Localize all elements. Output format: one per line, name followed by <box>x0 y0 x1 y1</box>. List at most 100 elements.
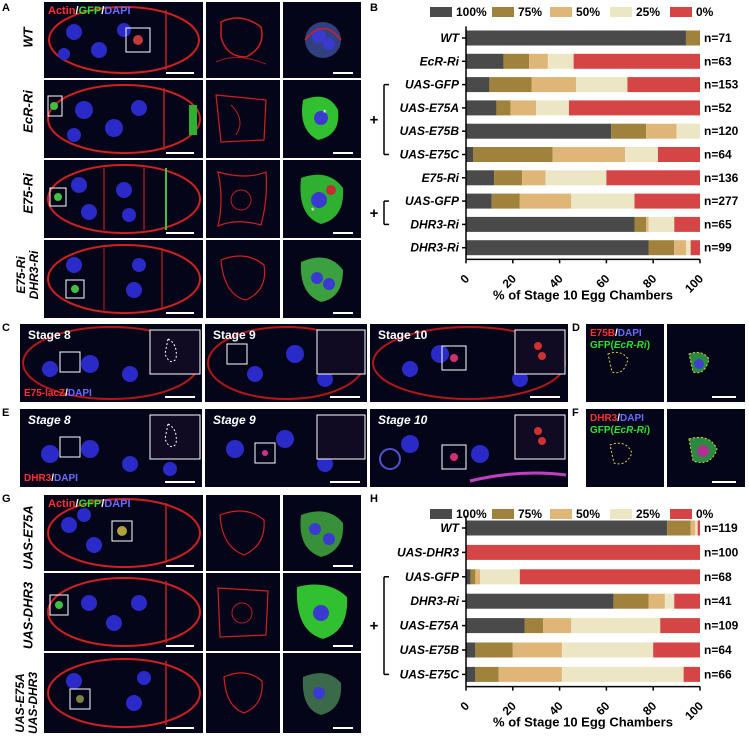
bar-segment <box>648 240 675 256</box>
legend-swatch <box>430 7 452 17</box>
micrograph-f-right <box>667 409 745 487</box>
scale-bar <box>166 727 194 729</box>
micrograph-e-stage9: Stage 9 <box>205 409 367 487</box>
stain-legend-g: Actin/GFP/DAPI <box>48 498 131 510</box>
legend-swatch <box>492 7 514 17</box>
bar-segment <box>690 520 696 536</box>
bar-segment <box>496 100 511 116</box>
n-label: n=100 <box>704 545 739 559</box>
bar-segment <box>531 77 576 93</box>
x-axis-title: % of Stage 10 Egg Chambers <box>493 287 673 302</box>
bar-segment <box>466 642 476 658</box>
n-label: n=99 <box>704 241 732 255</box>
scale-bar <box>530 396 560 398</box>
micrograph-g-e75a-dhr3-zoom-merge <box>283 653 361 733</box>
legend-swatch <box>492 509 514 519</box>
panel-label-e: E <box>2 407 10 419</box>
legend-label: 25% <box>636 5 660 19</box>
n-label: n=41 <box>704 594 732 608</box>
micrograph-a-e75-zoom-actin <box>206 160 280 238</box>
panel-label-a: A <box>2 2 10 14</box>
bar-segment <box>561 666 684 682</box>
n-label: n=63 <box>704 54 732 68</box>
bar-segment <box>470 569 476 585</box>
n-label: n=120 <box>704 124 739 138</box>
panel-label-d: D <box>572 322 580 334</box>
bar-segment <box>466 147 474 162</box>
bar-segment <box>648 593 665 609</box>
row-label-ecr-ri: EcR-Ri <box>20 90 36 133</box>
bar-segment <box>547 53 574 69</box>
category-label: UAS-E75C <box>400 667 460 681</box>
scale-bar <box>166 565 194 567</box>
svg-text:*: * <box>311 206 315 216</box>
bar-segment <box>674 240 686 256</box>
bar-segment <box>466 77 490 93</box>
panel-label-g: G <box>2 493 11 505</box>
n-label: n=52 <box>704 101 732 115</box>
scale-bar <box>333 565 353 567</box>
micrograph-g-e75a-dhr3-zoom-actin <box>206 653 280 733</box>
stage-label-e10: Stage 10 <box>378 413 428 427</box>
bar-segment <box>529 53 548 69</box>
bar-segment <box>466 240 649 256</box>
stage-label-e8: Stage 8 <box>28 413 71 427</box>
bar-segment <box>466 193 492 209</box>
micrograph-g-e75a-overview: Actin/GFP/DAPI <box>44 495 203 571</box>
n-label: n=71 <box>704 31 732 45</box>
bar-segment <box>519 193 572 209</box>
panel-label-f: F <box>572 407 579 419</box>
scale-bar <box>166 645 194 647</box>
category-label: UAS-GFP <box>405 194 460 208</box>
bar-segment <box>676 123 700 139</box>
micrograph-a-e75-dhr3-overview <box>44 240 203 318</box>
bar-segment <box>466 216 635 232</box>
x-tick-label: 0 <box>457 699 472 714</box>
category-label: UAS-DHR3 <box>397 545 459 559</box>
category-label: DHR3-Ri <box>410 217 459 231</box>
category-label: DHR3-Ri <box>410 594 459 608</box>
bar-segment <box>683 666 700 682</box>
bar-segment <box>466 569 471 585</box>
bar-segment <box>480 569 520 585</box>
micrograph-g-e75a-zoom-merge <box>283 495 361 571</box>
bar-segment <box>674 216 700 232</box>
group-plus-symbol: + <box>370 618 379 635</box>
n-label: n=65 <box>704 217 732 231</box>
row-label-uas-e75a-dhr3: UAS-E75A UAS-DHR3 <box>13 672 40 735</box>
bar-segment <box>524 618 544 634</box>
bar-segment <box>664 593 675 609</box>
bar-segment <box>634 193 700 209</box>
micrograph-a-ecr-zoom-merge: * <box>283 80 361 158</box>
bar-segment <box>634 216 647 232</box>
bar-segment <box>503 53 530 69</box>
micrograph-a-wt-overview: Actin/GFP/DAPI <box>44 2 203 78</box>
bar-segment <box>571 618 661 634</box>
panel-label-h: H <box>370 493 378 505</box>
category-label: UAS-E75A <box>400 619 459 633</box>
bar-segment <box>552 147 626 162</box>
micrograph-a-wt-zoom-merge <box>283 2 361 78</box>
legend-label: 50% <box>576 5 600 19</box>
micrograph-g-e75a-zoom-actin <box>206 495 280 571</box>
scale-bar <box>333 152 353 154</box>
n-label: n=66 <box>704 667 732 681</box>
stain-legend-d: E75B/DAPI GFP(EcR-Ri) <box>590 328 651 351</box>
legend-swatch <box>670 7 692 17</box>
bar-segment <box>571 193 635 209</box>
row-label-e75-ri: E75-Ri <box>20 173 36 214</box>
n-label: n=64 <box>704 643 732 657</box>
bar-segment <box>536 100 569 116</box>
scale-bar <box>166 232 194 234</box>
bar-segment <box>475 666 499 682</box>
micrograph-e-stage8: Stage 8 DHR3/DAPI <box>20 409 202 487</box>
scale-bar <box>165 481 195 483</box>
chart-h: 100% 75% 50% 25% 0% WT n=119 UAS-DHR3 n=100 UAS-G… <box>370 507 739 730</box>
n-label: n=64 <box>704 148 732 162</box>
micrograph-g-dhr3-zoom-actin <box>206 573 280 651</box>
group-plus-symbol: + <box>370 112 379 129</box>
micrograph-g-dhr3-zoom-merge <box>283 573 361 651</box>
row-label-uas-e75a: UAS-E75A <box>20 505 36 570</box>
category-label: UAS-E75B <box>400 643 460 657</box>
legend-swatch <box>550 7 572 17</box>
